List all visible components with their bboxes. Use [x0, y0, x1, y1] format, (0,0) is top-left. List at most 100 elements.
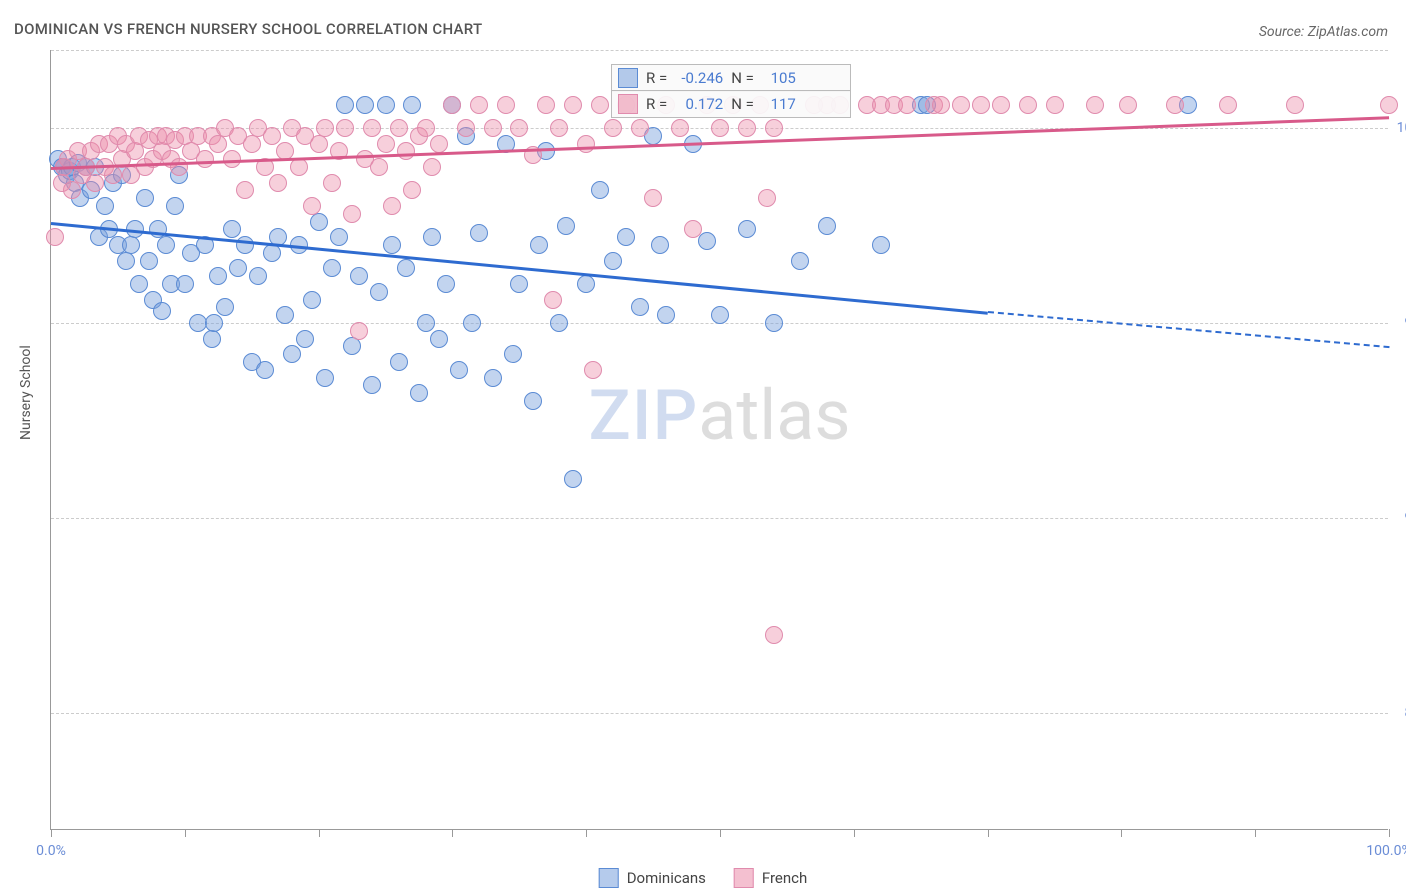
data-point [992, 96, 1010, 114]
n-value: 105 [762, 69, 796, 87]
data-point [617, 228, 635, 246]
stats-legend-row: R =-0.246N =105 [611, 64, 851, 92]
data-point [323, 174, 341, 192]
data-point [557, 217, 575, 235]
data-point [972, 96, 990, 114]
data-point [157, 236, 175, 254]
data-point [510, 275, 528, 293]
data-point [86, 174, 104, 192]
legend-swatch [599, 868, 619, 888]
data-point [397, 142, 415, 160]
data-point [591, 181, 609, 199]
data-point [463, 314, 481, 332]
data-point [203, 330, 221, 348]
data-point [684, 220, 702, 238]
watermark-part1: ZIP [589, 375, 699, 457]
data-point [236, 181, 254, 199]
data-point [236, 236, 254, 254]
data-point [537, 96, 555, 114]
data-point [269, 174, 287, 192]
data-point [166, 197, 184, 215]
data-point [243, 135, 261, 153]
xtick-label: 0.0% [36, 843, 66, 859]
data-point [524, 392, 542, 410]
data-point [1046, 96, 1064, 114]
n-label: N = [731, 95, 754, 113]
xtick [185, 829, 186, 837]
data-point [738, 119, 756, 137]
data-point [470, 224, 488, 242]
data-point [417, 314, 435, 332]
r-label: R = [646, 69, 667, 87]
r-label: R = [646, 95, 667, 113]
data-point [510, 119, 528, 137]
data-point [63, 181, 81, 199]
data-point [153, 302, 171, 320]
n-value: 117 [762, 95, 796, 113]
data-point [390, 353, 408, 371]
data-point [136, 189, 154, 207]
legend-swatch [618, 68, 638, 88]
data-point [1219, 96, 1237, 114]
data-point [470, 96, 488, 114]
trend-line [988, 311, 1390, 348]
data-point [564, 470, 582, 488]
data-point [497, 96, 515, 114]
data-point [296, 330, 314, 348]
data-point [403, 181, 421, 199]
data-point [631, 298, 649, 316]
data-point [176, 275, 194, 293]
xtick [51, 829, 52, 837]
legend-label: French [762, 869, 807, 887]
data-point [791, 252, 809, 270]
data-point [544, 291, 562, 309]
xtick [319, 829, 320, 837]
stats-legend-row: R =0.172N =117 [611, 90, 851, 118]
data-point [765, 626, 783, 644]
data-point [1019, 96, 1037, 114]
data-point [872, 236, 890, 254]
data-point [932, 96, 950, 114]
data-point [370, 283, 388, 301]
data-point [356, 96, 374, 114]
data-point [530, 236, 548, 254]
data-point [383, 197, 401, 215]
ytick-label: 100.0% [1397, 120, 1406, 136]
data-point [96, 197, 114, 215]
data-point [584, 361, 602, 379]
data-point [457, 119, 475, 137]
data-point [383, 236, 401, 254]
xtick [988, 829, 989, 837]
data-point [370, 158, 388, 176]
data-point [604, 119, 622, 137]
data-point [604, 252, 622, 270]
data-point [249, 267, 267, 285]
data-point [390, 119, 408, 137]
data-point [504, 345, 522, 363]
data-point [952, 96, 970, 114]
y-axis-label: Nursery School [18, 345, 34, 440]
data-point [758, 189, 776, 207]
xtick [452, 829, 453, 837]
data-point [196, 150, 214, 168]
r-value: -0.246 [675, 69, 723, 87]
xtick [1255, 829, 1256, 837]
legend-item: French [734, 868, 807, 888]
trend-line [51, 222, 988, 315]
data-point [223, 220, 241, 238]
gridline [51, 713, 1388, 714]
xtick-label: 100.0% [1366, 843, 1406, 859]
data-point [410, 384, 428, 402]
legend-swatch [618, 94, 638, 114]
data-point [397, 259, 415, 277]
data-point [117, 252, 135, 270]
legend-item: Dominicans [599, 868, 706, 888]
xtick [1121, 829, 1122, 837]
data-point [430, 135, 448, 153]
data-point [316, 119, 334, 137]
data-point [363, 376, 381, 394]
bottom-legend: Dominicans French [599, 868, 808, 888]
data-point [1119, 96, 1137, 114]
data-point [417, 119, 435, 137]
data-point [651, 236, 669, 254]
